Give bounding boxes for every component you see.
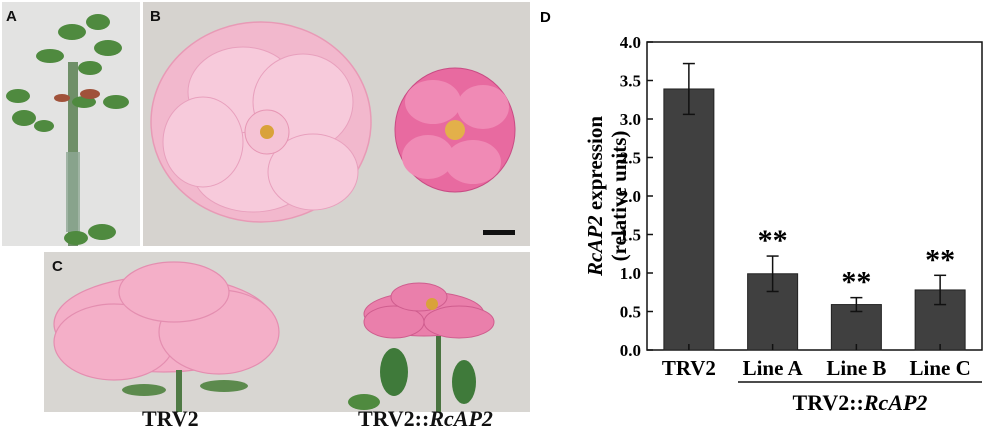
y-axis-label-units: (relative units)	[607, 131, 631, 262]
panel-label-c: C	[52, 258, 63, 275]
y-tick-label: 4.0	[620, 33, 641, 52]
x-tick-label: Line B	[826, 356, 886, 380]
photo-panel-c	[44, 252, 530, 412]
y-axis-label-rest: expression	[583, 116, 607, 216]
group-label-prefix: TRV2::	[793, 390, 864, 415]
panel-label-a: A	[6, 8, 17, 25]
x-tick-label: TRV2	[662, 356, 716, 380]
bar-chart: D RcAP2 expression (relative units) 0.00…	[540, 9, 983, 415]
plot-area: 0.0 0.5 1.0 1.5 2.0 2.5 3.0 3.5 4.0 TRV2 Line A ** L…	[620, 33, 983, 380]
x-tick-label: Line C	[909, 356, 970, 380]
photo-panel-a	[2, 2, 140, 246]
y-tick-label: 0.5	[620, 303, 641, 322]
bar	[663, 88, 715, 351]
group-label-gene: RcAP2	[863, 390, 928, 415]
panel-label-b: B	[150, 8, 161, 25]
y-axis-label-gene: RcAP2	[583, 215, 607, 277]
y-tick-label: 2.0	[620, 187, 641, 206]
caption-trv2: TRV2	[142, 406, 199, 431]
y-tick-label: 1.5	[620, 226, 641, 245]
caption-trv2-rcap2: TRV2::RcAP2	[358, 406, 493, 432]
photo-panel-b	[143, 2, 530, 246]
y-tick-label: 2.5	[620, 149, 641, 168]
y-tick-label: 3.5	[620, 72, 641, 91]
caption-gene: RcAP2	[429, 406, 493, 431]
x-tick-label: Line A	[743, 356, 804, 380]
y-tick-label: 3.0	[620, 110, 641, 129]
caption-prefix: TRV2::	[358, 406, 430, 431]
y-axis-label: RcAP2 expression	[583, 116, 607, 277]
panel-label-d: D	[540, 9, 551, 26]
group-label: TRV2::RcAP2	[793, 390, 928, 415]
y-tick-label: 1.0	[620, 264, 641, 283]
significance-label: **	[841, 266, 871, 299]
y-tick-label: 0.0	[620, 341, 641, 360]
significance-label: **	[925, 243, 955, 276]
significance-label: **	[758, 224, 788, 257]
